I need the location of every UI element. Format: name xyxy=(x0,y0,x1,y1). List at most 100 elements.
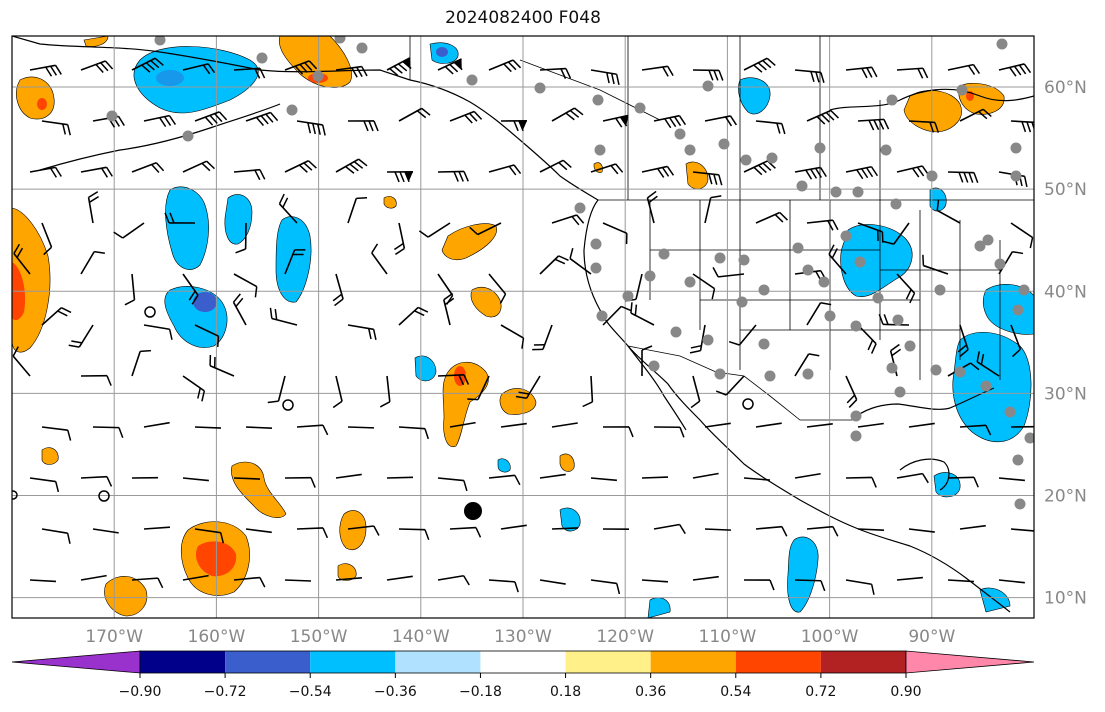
orange-patch xyxy=(339,510,367,550)
wind-barb xyxy=(908,120,940,133)
lon-tick-label: 160°W xyxy=(188,627,246,647)
wind-barb xyxy=(113,222,145,239)
lat-tick-label: 30°N xyxy=(1044,384,1087,404)
wind-barb xyxy=(164,212,196,224)
wind-barb xyxy=(641,165,675,178)
wind-barb xyxy=(182,63,216,75)
wind-barb xyxy=(806,302,832,326)
blue-patch xyxy=(559,507,581,532)
wind-barb xyxy=(857,222,884,243)
wind-barb xyxy=(692,171,723,186)
wind-barb xyxy=(646,190,658,224)
wind-barb xyxy=(539,67,572,79)
colorbar-tick-label: 0.54 xyxy=(720,684,751,700)
station-dot xyxy=(894,386,906,398)
wind-barb xyxy=(794,579,826,592)
colorbar-tick-label: −0.90 xyxy=(119,684,162,700)
station-dot xyxy=(648,360,660,372)
station-dot xyxy=(154,36,166,46)
wind-barb xyxy=(590,69,620,85)
wind-barb xyxy=(712,267,745,278)
latitude-labels: 60°N 50°N 40°N 30°N 20°N 10°N xyxy=(1044,78,1087,609)
wind-barb xyxy=(245,528,272,534)
wind-barb xyxy=(347,197,368,224)
lon-tick-label: 130°W xyxy=(494,627,552,647)
station-dot xyxy=(850,410,862,422)
wind-barb xyxy=(857,422,884,428)
wind-barb xyxy=(393,222,406,256)
colorbar-segment xyxy=(140,651,226,673)
wind-barb xyxy=(398,528,430,541)
wind-barb xyxy=(131,162,165,173)
longitude-labels: 170°W 160°W 150°W 140°W 130°W 120°W 110°W 100°W… xyxy=(85,627,955,647)
lon-tick-label: 120°W xyxy=(596,627,654,647)
orange-patch xyxy=(470,287,502,318)
blue-patch xyxy=(982,284,1034,335)
wind-barb xyxy=(500,524,527,530)
wind-barb xyxy=(209,354,235,377)
station-dot xyxy=(658,248,670,260)
station-dot xyxy=(852,186,864,198)
gulf-coast xyxy=(851,387,995,421)
station-dot xyxy=(590,238,602,250)
wind-barb xyxy=(437,477,468,492)
station-dot xyxy=(850,430,862,442)
orange-patch xyxy=(41,447,59,465)
wind-barb xyxy=(80,574,107,581)
station-dot xyxy=(830,186,842,198)
colorbar-segment xyxy=(820,651,906,673)
wind-barb xyxy=(641,345,653,377)
station-dot xyxy=(930,364,942,376)
wind-barb xyxy=(233,477,261,480)
wind-barb xyxy=(857,528,885,532)
blue-patch xyxy=(647,597,671,618)
map-title: 2024082400 F048 xyxy=(445,8,601,28)
wind-barb xyxy=(845,375,858,408)
station-dot xyxy=(934,284,946,296)
wind-barb xyxy=(143,421,170,428)
station-dot xyxy=(702,80,714,92)
station-dot xyxy=(996,38,1008,50)
station-dot xyxy=(954,366,966,378)
wind-barb xyxy=(80,374,112,386)
aleutians xyxy=(39,103,281,171)
wind-barb xyxy=(704,195,722,224)
lon-tick-label: 150°W xyxy=(290,627,348,647)
wind-barb xyxy=(296,120,326,136)
wind-barb xyxy=(41,222,53,256)
wind-barb xyxy=(296,424,329,436)
wind-barb xyxy=(386,476,414,479)
wind-barb xyxy=(539,255,569,275)
station-dot xyxy=(802,264,814,276)
center-marker xyxy=(464,502,482,520)
wind-barb xyxy=(806,219,839,231)
wind-barb xyxy=(922,254,949,275)
station-dot xyxy=(256,52,268,64)
wind-barb xyxy=(845,579,875,595)
station-dot xyxy=(814,142,826,154)
wind-barb xyxy=(728,324,757,346)
wind-barb xyxy=(539,473,566,479)
wind-barb xyxy=(743,579,775,591)
wind-barb xyxy=(959,424,992,436)
station-dot xyxy=(674,128,686,140)
station-dot xyxy=(766,152,778,164)
colorbar-tick-label: 0.72 xyxy=(805,684,836,700)
station-dot xyxy=(1024,432,1034,444)
wind-barb xyxy=(335,473,362,479)
wind-barb xyxy=(551,527,579,530)
wind-barb xyxy=(80,475,113,487)
wind-barb xyxy=(347,120,379,132)
station-dot xyxy=(106,110,118,122)
station-dot xyxy=(1010,170,1022,182)
wind-barb xyxy=(80,250,105,275)
station-dot xyxy=(740,154,752,166)
station-dot xyxy=(596,310,608,322)
wind-barb xyxy=(704,115,738,127)
station-dot xyxy=(980,380,992,392)
wind-barb xyxy=(845,165,879,180)
wind-barb xyxy=(896,67,929,79)
wind-barb xyxy=(398,426,430,440)
wind-barb xyxy=(443,292,455,326)
lat-tick-label: 40°N xyxy=(1044,282,1087,302)
